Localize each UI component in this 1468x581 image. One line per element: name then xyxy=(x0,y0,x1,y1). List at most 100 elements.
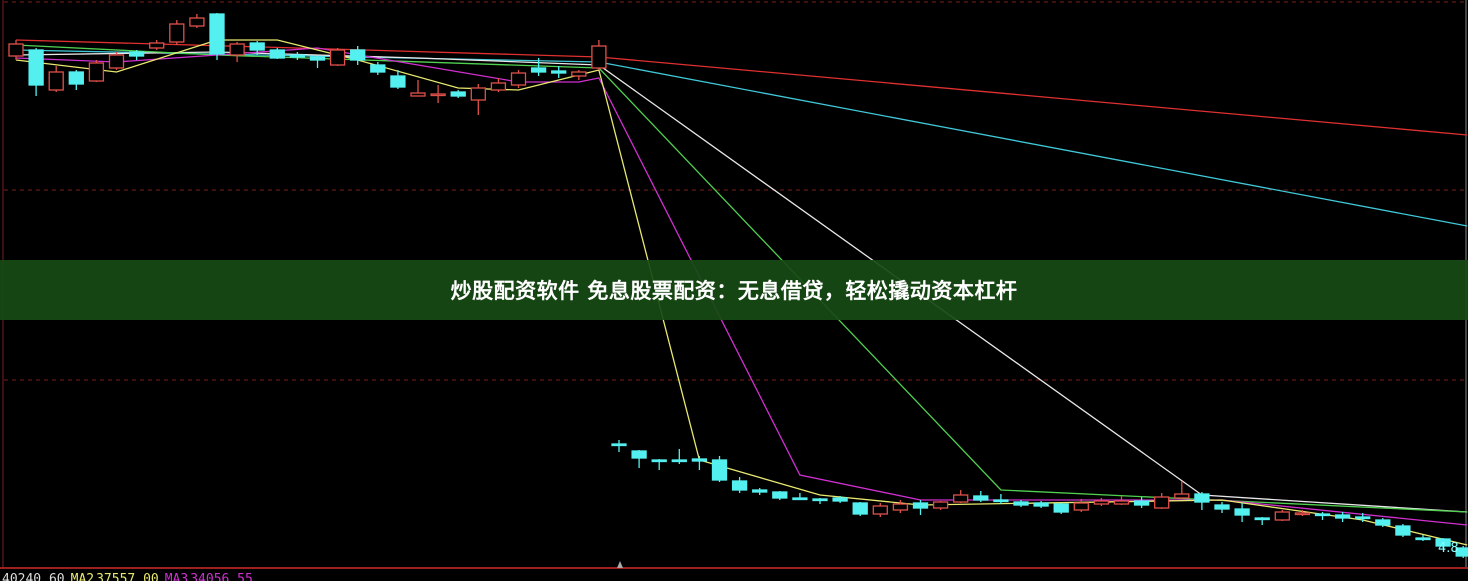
candle xyxy=(571,70,587,80)
candle-body xyxy=(88,62,105,82)
candle-body xyxy=(229,43,245,56)
candle-body xyxy=(691,458,708,462)
candle xyxy=(892,500,909,513)
candle xyxy=(953,490,969,503)
candle-body xyxy=(651,459,667,463)
candle xyxy=(269,48,285,59)
candle-body xyxy=(711,459,728,481)
candle xyxy=(1053,503,1069,514)
candle xyxy=(631,450,647,468)
candle xyxy=(48,66,64,92)
candle xyxy=(671,449,687,464)
candle xyxy=(390,70,406,89)
candle xyxy=(1174,481,1190,499)
candle-body xyxy=(1033,502,1049,507)
candle-body xyxy=(953,494,969,503)
candle xyxy=(289,52,306,60)
candle xyxy=(128,50,145,60)
candle-body xyxy=(1294,512,1311,516)
candle xyxy=(752,488,768,495)
candle xyxy=(1113,496,1130,505)
legend-value-1: 40240.60 xyxy=(2,572,65,581)
candle-body xyxy=(812,498,828,502)
candle-body xyxy=(571,71,587,77)
candle-body xyxy=(1415,537,1431,541)
candle-body xyxy=(68,71,84,85)
candle xyxy=(832,496,848,503)
candle-body xyxy=(309,56,326,61)
candle-body xyxy=(1435,538,1451,547)
candle-body xyxy=(390,75,406,88)
candle xyxy=(1234,503,1250,522)
candle xyxy=(490,78,507,92)
candle-body xyxy=(973,495,989,501)
candle-body xyxy=(932,501,949,509)
moving-average-line-3 xyxy=(15,51,1468,513)
candle xyxy=(1194,492,1210,510)
headline-title: 炒股配资软件 免息股票配资：无息借贷，轻松撬动资本杠杆 xyxy=(450,279,1018,303)
candle-body xyxy=(370,64,386,73)
candle-body xyxy=(1154,496,1170,509)
candle xyxy=(1093,498,1110,506)
candle-body xyxy=(149,42,165,49)
candle-body xyxy=(551,70,567,74)
candle xyxy=(1455,546,1468,558)
candle-body xyxy=(752,489,768,493)
candle-body xyxy=(1053,503,1069,513)
candle xyxy=(510,70,527,88)
candle xyxy=(1294,510,1311,516)
cursor-marker-icon[interactable] xyxy=(617,561,623,568)
candle-body xyxy=(289,54,306,58)
candle xyxy=(68,70,84,90)
legend-ma3-value: 34056.55 xyxy=(190,572,253,581)
candle-body xyxy=(28,49,44,86)
candle xyxy=(309,56,326,68)
candle xyxy=(1314,512,1331,520)
candle xyxy=(1395,524,1411,537)
candle xyxy=(872,503,888,517)
candle-body xyxy=(530,67,547,73)
candle-body xyxy=(1375,519,1391,526)
candle-body xyxy=(792,497,808,501)
candle-body xyxy=(329,49,346,66)
candle-body xyxy=(1013,501,1029,506)
candle-body xyxy=(1455,547,1468,557)
candle-body xyxy=(189,17,205,27)
candle xyxy=(973,491,989,502)
candle-body xyxy=(1234,508,1250,516)
candle-body xyxy=(852,502,868,515)
candle xyxy=(792,493,808,501)
candle xyxy=(651,459,667,470)
candle xyxy=(772,491,788,500)
candle-body xyxy=(1334,514,1351,519)
candle xyxy=(1375,518,1391,527)
candle-body xyxy=(1174,493,1190,499)
candle xyxy=(611,440,627,452)
candle xyxy=(249,41,265,55)
candle-body xyxy=(410,92,426,97)
candle xyxy=(912,500,929,515)
candle xyxy=(711,456,728,482)
candle xyxy=(852,502,868,516)
candle-body xyxy=(1093,500,1110,505)
legend-ma2-value: 37557.00 xyxy=(96,572,159,581)
candle-body xyxy=(108,54,125,69)
candle-body xyxy=(1113,500,1130,505)
candle-body xyxy=(731,480,748,491)
legend-ma3-label: MA3 xyxy=(164,572,189,581)
candle xyxy=(329,48,346,66)
candle-body xyxy=(209,13,225,55)
candle xyxy=(1214,502,1230,513)
candle-body xyxy=(1355,516,1371,520)
candle xyxy=(88,60,105,82)
candle xyxy=(149,40,165,50)
candle xyxy=(1435,538,1451,548)
candle-body xyxy=(470,87,486,101)
candle-body xyxy=(48,71,64,91)
candle-body xyxy=(611,443,627,447)
candle xyxy=(551,66,567,78)
indicator-legend: 40240.60 MA2 37557.00 MA3 34056.55 xyxy=(2,572,259,581)
candle-body xyxy=(249,42,265,51)
